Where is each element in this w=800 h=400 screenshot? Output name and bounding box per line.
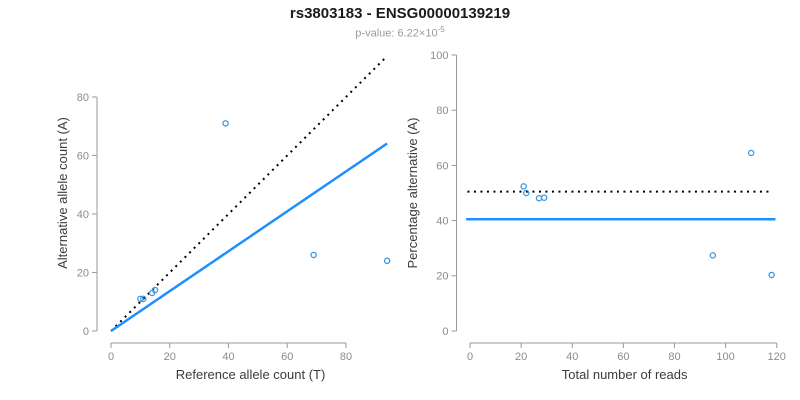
pvalue-text: p-value: 6.22×10 [355,27,438,40]
x-tick-label: 120 [768,351,786,363]
y-tick-label: 40 [77,209,89,221]
data-point [140,295,147,303]
data-point [709,252,717,259]
x-axis-title: Reference allele count (T) [176,367,326,382]
x-tick-label: 60 [281,351,293,363]
x-tick-label: 80 [340,351,352,363]
pvalue-exponent: -5 [437,25,445,34]
data-point [540,194,548,201]
data-point [747,149,755,157]
data-point [222,120,229,127]
x-tick-label: 40 [222,351,234,363]
y-tick-label: 100 [430,50,448,62]
allele-counts-panel: 0 20 40 60 80 0 20 40 60 80 Reference allele count… [55,55,391,382]
y-tick-label: 60 [77,150,89,162]
data-point [768,271,775,279]
figure-subtitle: p-value: 6.22×10-5 [0,25,800,40]
y-tick-label: 80 [436,105,448,117]
data-point [137,295,144,303]
x-tick-label: 20 [164,351,176,363]
y-tick-label: 20 [436,271,448,283]
y-tick-label: 60 [436,160,448,172]
percentage-panel: 0 20 40 60 80 100 0 20 40 60 80 100 120 Total number … [405,50,786,382]
x-tick-label: 60 [617,351,629,363]
x-tick-label: 80 [668,351,680,363]
fit-line [110,142,388,333]
x-tick-label: 0 [467,351,473,363]
y-tick-label: 80 [77,92,89,104]
data-point [535,194,543,202]
figure-title: rs3803183 - ENSG00000139219 [289,5,511,22]
y-tick-label: 20 [77,267,89,279]
x-tick-label: 100 [716,351,734,363]
x-tick-label: 40 [566,351,578,363]
y-axis-title: Alternative allele count (A) [55,117,70,269]
data-point [520,183,527,190]
y-tick-label: 40 [436,215,448,227]
data-point [383,257,391,265]
y-tick-label: 0 [83,326,89,338]
y-tick-label: 0 [442,326,448,338]
data-point [310,251,317,259]
x-axis-title: Total number of reads [562,367,688,382]
data-point [151,286,159,294]
data-point [522,189,530,197]
x-tick-label: 20 [515,351,527,363]
x-tick-label: 0 [108,351,114,363]
y-axis-title: Percentage alternative (A) [405,117,420,268]
